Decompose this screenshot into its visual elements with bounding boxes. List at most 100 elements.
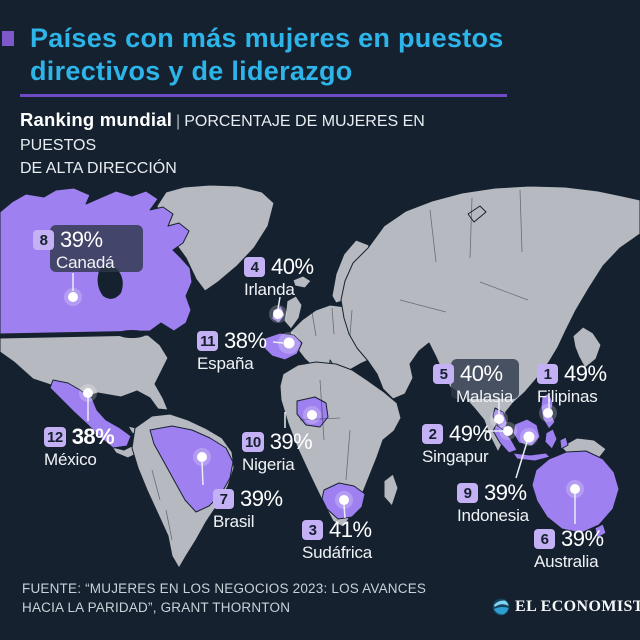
subtitle-line1: Ranking mundial | PORCENTAJE DE MUJERES EN… bbox=[20, 107, 490, 157]
subtitle-description: PORCENTAJE DE MUJERES EN PUESTOS bbox=[20, 113, 425, 154]
rank-badge-indonesia: 9 bbox=[457, 483, 478, 503]
rank-badge-south-africa: 3 bbox=[302, 520, 323, 540]
map-usa bbox=[0, 334, 169, 411]
subtitle-separator: | bbox=[176, 113, 181, 130]
label-mexico: 12 38% México bbox=[44, 424, 115, 470]
subtitle-ranking-label: Ranking mundial bbox=[20, 109, 173, 130]
label-backdrop-canada bbox=[50, 225, 143, 272]
country-name-spain: España bbox=[197, 354, 254, 373]
pct-malaysia: 40% bbox=[460, 361, 503, 386]
rank-badge-spain: 11 bbox=[197, 331, 218, 351]
marker-dot-philippines bbox=[543, 408, 553, 418]
pct-ireland: 40% bbox=[271, 254, 314, 279]
map-madagascar bbox=[383, 473, 399, 507]
subtitle-line2: DE ALTA DIRECCIÓN bbox=[20, 160, 177, 177]
marker-line-brazil bbox=[201, 461, 204, 486]
country-name-ireland: Irlanda bbox=[244, 280, 295, 299]
label-indonesia: 9 39% Indonesia bbox=[457, 480, 529, 526]
pct-canada: 39% bbox=[60, 227, 103, 252]
marker-dot-indonesia bbox=[523, 431, 535, 443]
label-australia: 6 39% Australia bbox=[534, 526, 604, 572]
map-greenland bbox=[156, 184, 275, 292]
label-singapore: 2 49% Singapur bbox=[422, 421, 492, 467]
pct-australia: 39% bbox=[561, 526, 604, 551]
marker-dot-ireland bbox=[273, 309, 283, 319]
label-ireland: 4 40% Irlanda bbox=[244, 254, 314, 300]
pct-indonesia: 39% bbox=[484, 480, 527, 505]
map-japan bbox=[572, 326, 602, 369]
rank-badge-ireland: 4 bbox=[244, 257, 265, 277]
pct-singapore: 49% bbox=[449, 421, 492, 446]
brand-logo: EL ECONOMISTA bbox=[492, 598, 640, 616]
map-country-java bbox=[512, 452, 551, 462]
marker-dots bbox=[64, 288, 584, 509]
marker-dot-singapore bbox=[503, 426, 513, 436]
map-internal-borders bbox=[151, 189, 529, 541]
map-hudson-bay bbox=[97, 265, 123, 299]
marker-dot-malaysia bbox=[494, 414, 504, 424]
marker-dot-australia bbox=[570, 484, 580, 494]
label-backdrop-malaysia bbox=[451, 359, 519, 399]
label-philippines: 1 49% Filipinas bbox=[537, 361, 607, 407]
country-name-canada: Canadá bbox=[56, 253, 115, 272]
country-name-brazil: Brasil bbox=[213, 512, 255, 531]
rank-badge-nigeria: 10 bbox=[242, 432, 264, 452]
marker-line-indonesia bbox=[515, 441, 528, 479]
el-economista-globe-icon bbox=[492, 598, 510, 616]
pct-spain: 38% bbox=[224, 328, 267, 353]
pct-brazil: 39% bbox=[240, 486, 283, 511]
marker-dot-south-africa bbox=[339, 495, 349, 505]
country-name-indonesia: Indonesia bbox=[457, 506, 529, 525]
label-south-africa: 3 41% Sudáfrica bbox=[302, 517, 372, 563]
rank-badge-mexico: 12 bbox=[44, 427, 66, 447]
rank-badge-australia: 6 bbox=[534, 529, 555, 549]
label-brazil: 7 39% Brasil bbox=[213, 486, 283, 532]
pct-south-africa: 41% bbox=[329, 517, 372, 542]
pct-nigeria: 39% bbox=[269, 429, 313, 454]
label-spain: 11 38% España bbox=[197, 328, 267, 374]
country-name-south-africa: Sudáfrica bbox=[302, 543, 373, 562]
label-nigeria: 10 39% Nigeria bbox=[242, 429, 313, 475]
source-line2: HACIA LA PARIDAD”, GRANT THORNTON bbox=[22, 600, 291, 615]
country-name-nigeria: Nigeria bbox=[242, 455, 295, 474]
header-divider bbox=[20, 94, 507, 97]
marker-dot-spain bbox=[283, 337, 295, 349]
map-iceland bbox=[292, 275, 312, 289]
page-title-line2: directivos y de liderazgo bbox=[30, 55, 353, 86]
marker-dot-mexico bbox=[83, 388, 93, 398]
rank-badge-philippines: 1 bbox=[537, 364, 558, 384]
country-name-australia: Australia bbox=[534, 552, 599, 571]
country-name-philippines: Filipinas bbox=[537, 387, 598, 406]
marker-dot-nigeria bbox=[307, 410, 317, 420]
subtitle: Ranking mundial | PORCENTAJE DE MUJERES EN… bbox=[20, 107, 490, 180]
rank-badge-canada: 8 bbox=[33, 230, 54, 250]
marker-line-spain bbox=[272, 341, 284, 344]
rank-badge-singapore: 2 bbox=[422, 424, 443, 444]
country-name-malaysia: Malasia bbox=[456, 387, 514, 406]
pct-mexico: 38% bbox=[71, 424, 115, 449]
title-accent-square bbox=[2, 31, 14, 46]
pct-philippines: 49% bbox=[564, 361, 607, 386]
marker-lines bbox=[72, 273, 576, 524]
country-name-singapore: Singapur bbox=[422, 447, 489, 466]
marker-dot-brazil bbox=[197, 452, 207, 462]
map-great-lakes bbox=[118, 330, 146, 338]
map-country-maluku bbox=[559, 436, 569, 450]
page-title-line1: Países con más mujeres en puestos bbox=[30, 23, 504, 53]
marker-dot-canada bbox=[68, 292, 78, 302]
page-title: Países con más mujeres en puestos direct… bbox=[30, 22, 610, 88]
map-country-sulawesi bbox=[544, 428, 558, 450]
marker-line-south-africa bbox=[343, 504, 346, 519]
brand-name: EL ECONOMISTA bbox=[515, 598, 640, 615]
source-line1: FUENTE: “MUJERES EN LOS NEGOCIOS 2023: L… bbox=[22, 581, 427, 596]
rank-badge-malaysia: 5 bbox=[433, 364, 454, 384]
map-country-tasmania bbox=[594, 523, 607, 539]
marker-line-ireland bbox=[277, 296, 281, 310]
map-asia bbox=[340, 185, 640, 453]
map-arctic-isle bbox=[467, 205, 487, 223]
map-uk bbox=[283, 295, 303, 330]
label-malaysia: 5 40% Malasia bbox=[433, 361, 513, 407]
rank-badge-brazil: 7 bbox=[213, 489, 234, 509]
label-canada: 8 39% Canadá bbox=[33, 227, 115, 273]
country-name-mexico: México bbox=[44, 450, 97, 469]
